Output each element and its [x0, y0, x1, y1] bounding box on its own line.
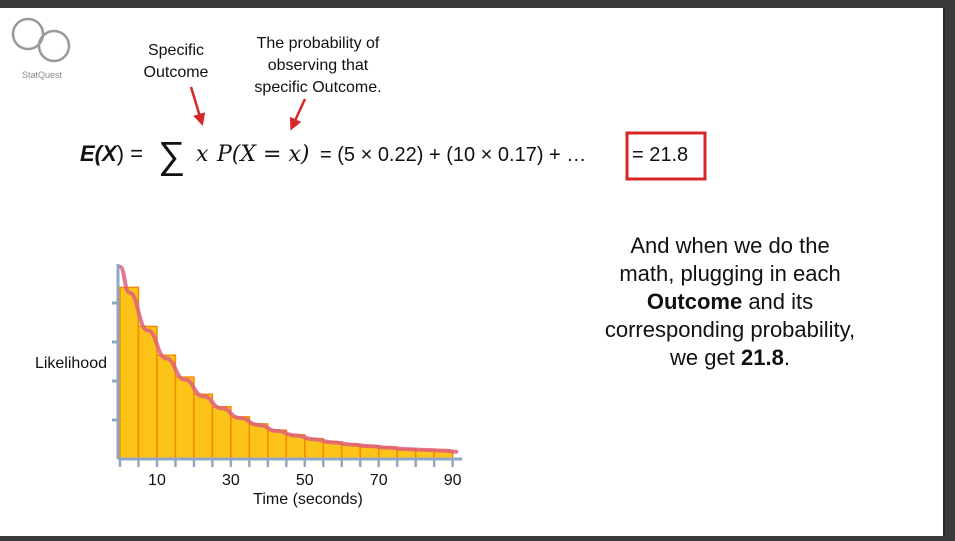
equation-expansion: = (5 × 0.22) + (10 × 0.17) + …: [320, 144, 586, 166]
logo-text: StatQuest: [22, 70, 63, 80]
equation-lhs: E(X) =: [80, 141, 143, 166]
x-tick-label: 30: [222, 472, 240, 489]
histogram-bar: [193, 393, 214, 460]
narration-bold: 21.8: [740, 345, 784, 370]
x-tick-label: 50: [296, 472, 314, 489]
annotation-line: observing that: [268, 57, 369, 74]
slide: StatQuest Specific Outcome The probabili…: [0, 8, 945, 536]
narration-line: math, plugging in each: [619, 261, 841, 286]
equation-sigma: ∑: [158, 135, 185, 177]
x-tick-label: 90: [444, 472, 462, 489]
narration-line: we get 21.8.: [585, 344, 875, 372]
y-axis-ticks: [112, 301, 118, 422]
equation-x-term: x: [196, 142, 209, 167]
histogram-bar: [211, 405, 232, 460]
narration-line: corresponding probability,: [604, 317, 856, 342]
narration-text-span: .: [783, 345, 790, 370]
histogram-bar: [267, 429, 288, 460]
narration-text: And when we do the math, plugging in eac…: [585, 232, 875, 372]
histogram-bar: [230, 416, 251, 460]
histogram-bar: [248, 423, 269, 460]
narration-line: And when we do the: [630, 233, 830, 258]
histogram-chart: 10 30 50 70 90 Likelihood Time (seconds): [35, 264, 462, 508]
exponential-curve: [118, 264, 459, 454]
expected-value-equation: E(X) = ∑ x P(X = x) = (5 × 0.22) + (10 ×…: [80, 131, 707, 181]
histogram-bar: [156, 354, 177, 460]
y-axis-label: Likelihood: [35, 355, 107, 372]
histogram-bar: [174, 376, 195, 460]
slide-canvas: StatQuest Specific Outcome The probabili…: [11, 17, 707, 508]
x-tick-label: 70: [370, 472, 388, 489]
annotation-arrow: [189, 86, 206, 126]
annotation-specific-outcome: Specific Outcome: [144, 42, 209, 126]
annotation-arrow: [289, 98, 307, 131]
annotation-line: Outcome: [144, 64, 209, 81]
histogram-bar: [137, 325, 158, 460]
result-highlight-box: [625, 131, 707, 181]
annotation-line: specific Outcome.: [254, 79, 381, 96]
annotation-line: Specific: [148, 42, 204, 59]
statquest-logo: StatQuest: [11, 17, 71, 80]
narration-text-span: and its: [742, 289, 814, 314]
narration-text-span: we get: [670, 345, 741, 370]
x-axis-ticks: [118, 459, 454, 467]
x-tick-labels: 10 30 50 70 90: [148, 472, 462, 489]
equation-result: = 21.8: [632, 144, 688, 166]
x-axis-label: Time (seconds): [253, 491, 363, 508]
equation-probability-term: P(X = x): [216, 142, 309, 167]
narration-bold: Outcome: [646, 289, 743, 314]
annotation-line: The probability of: [257, 35, 380, 52]
x-tick-label: 10: [148, 472, 166, 489]
histogram-bar: [119, 286, 140, 460]
annotation-probability: The probability of observing that specif…: [254, 35, 382, 131]
narration-line: Outcome and its: [585, 288, 875, 316]
